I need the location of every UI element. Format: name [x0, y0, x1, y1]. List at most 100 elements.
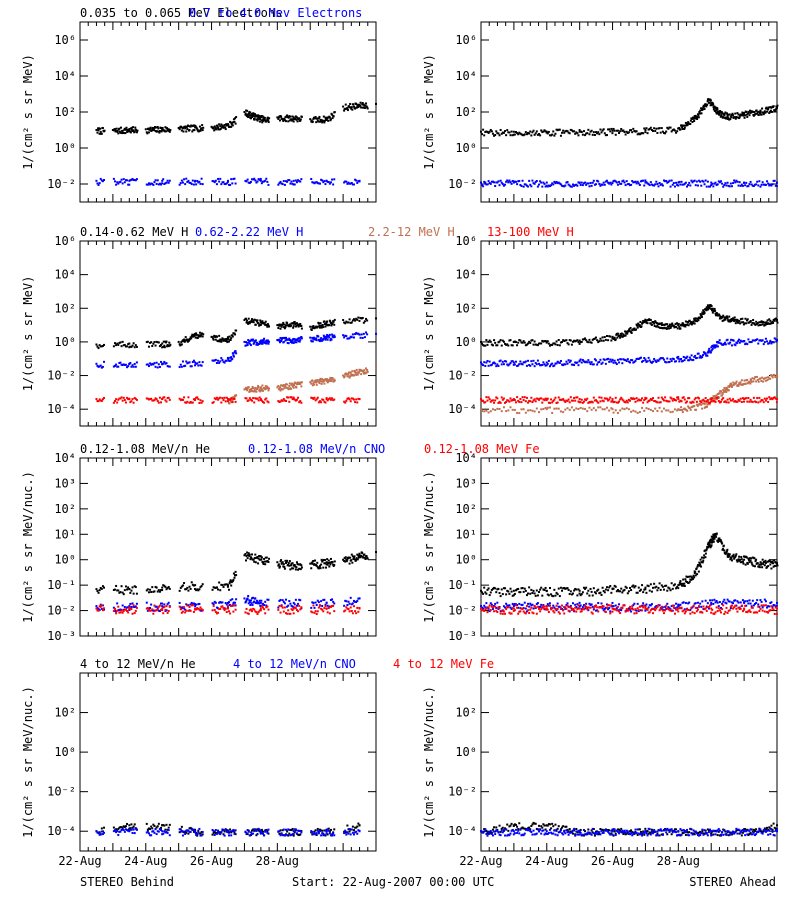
data-point: [586, 361, 589, 364]
data-point: [737, 338, 740, 341]
data-point: [363, 107, 366, 110]
data-point: [494, 185, 497, 188]
data-point: [652, 360, 655, 363]
data-point: [735, 179, 738, 182]
data-point: [295, 341, 298, 344]
data-point: [278, 323, 281, 326]
data-point: [682, 355, 685, 358]
data-point: [276, 386, 279, 389]
data-point: [126, 179, 129, 182]
legend-entry: 0.12-1.08 MeV Fe: [424, 442, 540, 456]
data-point: [191, 179, 194, 182]
data-point: [701, 407, 704, 410]
data-point: [233, 396, 236, 399]
data-point: [507, 181, 510, 184]
data-point: [254, 340, 257, 343]
data-point: [165, 181, 168, 184]
data-point: [620, 587, 623, 590]
data-point: [163, 182, 166, 185]
data-point: [244, 179, 247, 182]
data-point: [616, 129, 619, 132]
data-point: [650, 590, 653, 593]
data-point: [185, 603, 188, 606]
data-point: [586, 340, 589, 343]
data-point: [766, 110, 769, 113]
data-point: [739, 322, 742, 325]
data-point: [738, 399, 741, 402]
data-point: [500, 396, 503, 399]
data-point: [621, 362, 624, 365]
data-point: [279, 598, 282, 601]
data-point: [662, 358, 665, 361]
data-point: [164, 585, 167, 588]
data-point: [163, 584, 166, 587]
data-point: [518, 363, 521, 366]
data-point: [593, 183, 596, 186]
data-point: [127, 183, 130, 186]
data-point: [518, 180, 521, 183]
data-point: [491, 362, 494, 365]
data-point: [149, 126, 152, 129]
data-point: [630, 410, 633, 413]
data-point: [485, 339, 488, 342]
data-point: [616, 358, 619, 361]
data-point: [312, 397, 315, 400]
data-point: [323, 607, 326, 610]
data-point: [524, 589, 527, 592]
data-point: [166, 397, 169, 400]
data-point: [730, 399, 733, 402]
data-point: [132, 342, 135, 345]
data-point: [535, 179, 538, 182]
data-point: [535, 343, 538, 346]
data-point: [691, 120, 694, 123]
data-point: [619, 182, 622, 185]
data-point: [699, 354, 702, 357]
data-point: [124, 363, 127, 366]
data-point: [187, 339, 190, 342]
data-point: [716, 107, 719, 110]
data-point: [707, 351, 710, 354]
data-point: [597, 401, 600, 404]
data-point: [277, 327, 280, 330]
data-point: [706, 399, 709, 402]
data-point: [570, 343, 573, 346]
data-point: [362, 372, 365, 375]
data-point: [541, 339, 544, 342]
data-point: [501, 183, 504, 186]
data-point: [656, 410, 659, 413]
data-point: [98, 605, 101, 608]
data-point: [327, 398, 330, 401]
data-point: [710, 181, 713, 184]
data-point: [161, 605, 164, 608]
data-point: [481, 399, 483, 402]
data-point: [534, 594, 537, 597]
data-point: [245, 180, 248, 183]
data-point: [553, 398, 556, 401]
data-point: [260, 322, 263, 325]
data-point: [254, 179, 257, 182]
data-point: [220, 340, 223, 343]
data-point: [331, 604, 334, 607]
data-point: [151, 586, 154, 589]
data-point: [688, 397, 691, 400]
data-point: [575, 183, 578, 186]
data-point: [224, 400, 227, 403]
data-point: [595, 359, 598, 362]
data-point: [692, 358, 695, 361]
data-point: [252, 320, 255, 323]
data-point: [318, 340, 321, 343]
data-point: [287, 325, 290, 328]
data-point: [155, 609, 158, 612]
data-point: [690, 117, 693, 120]
data-point: [724, 182, 727, 185]
data-point: [329, 320, 332, 323]
data-point: [346, 109, 349, 112]
data-point: [280, 605, 283, 608]
data-point: [483, 180, 486, 183]
data-point: [673, 399, 676, 402]
data-point: [259, 555, 262, 558]
data-point: [500, 344, 503, 347]
data-point: [212, 126, 215, 129]
data-point: [636, 324, 639, 327]
data-point: [229, 612, 232, 615]
